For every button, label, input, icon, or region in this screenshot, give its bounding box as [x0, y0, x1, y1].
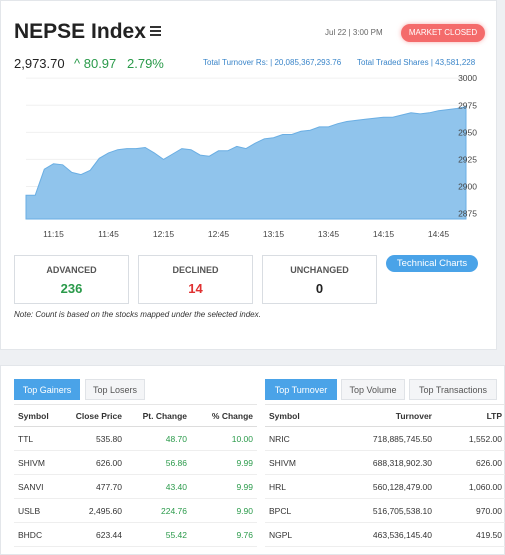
turnover-ltp: 970.00 [436, 498, 505, 523]
turnover-header-turnover: Turnover [321, 404, 436, 427]
x-tick-label: 14:45 [428, 229, 450, 239]
gainer-symbol[interactable]: TTL [14, 426, 62, 451]
top-turnover-table: Symbol Turnover LTP NRIC 718,885,745.50 1,… [265, 404, 505, 547]
up-caret-icon: ^ [74, 56, 81, 71]
table-row[interactable]: NGPL 463,536,145.40 419.50 [265, 522, 505, 547]
index-title: NEPSE Index [14, 20, 146, 43]
gainers-header-pt-change: Pt. Change [126, 404, 191, 427]
index-area [25, 106, 467, 220]
gainer-symbol[interactable]: SHIVM [14, 450, 62, 475]
table-row[interactable]: HRL 560,128,479.00 1,060.00 [265, 474, 505, 499]
declined-count: 14 [188, 281, 203, 296]
turnover-value: 516,705,538.10 [321, 498, 436, 523]
gainer-pct-change: 9.76 [191, 522, 257, 547]
gainers-header-symbol: Symbol [14, 404, 62, 427]
index-change-percent: 2.79% [127, 56, 164, 71]
x-tick-label: 13:45 [318, 229, 340, 239]
turnover-value: 463,536,145.40 [321, 522, 436, 547]
top-stocks-card: Top Gainers Top Losers Top Turnover Top … [0, 365, 505, 555]
advanced-box: ADVANCED 236 [14, 255, 129, 304]
tab-top-volume[interactable]: Top Volume [341, 379, 405, 400]
gainer-pt-change: 48.70 [126, 426, 191, 451]
gainer-pt-change: 224.76 [126, 498, 191, 523]
x-tick-label: 13:15 [263, 229, 285, 239]
turnover-ltp: 626.00 [436, 450, 505, 475]
gainer-close: 2,495.60 [62, 498, 126, 523]
advanced-label: ADVANCED [46, 265, 97, 275]
y-tick-label: 2875 [458, 209, 477, 219]
table-row[interactable]: SHIVM 626.00 56.86 9.99 [14, 450, 257, 475]
y-tick-label: 2925 [458, 154, 477, 164]
turnover-value: 560,128,479.00 [321, 474, 436, 499]
index-card: NEPSE Index Jul 22 | 3:00 PM MARKET CLOS… [0, 0, 497, 350]
table-row[interactable]: SANVI 477.70 43.40 9.99 [14, 474, 257, 499]
gainer-pt-change: 55.42 [126, 522, 191, 547]
turnover-header-symbol: Symbol [265, 404, 321, 427]
gainers-header-close-price: Close Price [62, 404, 126, 427]
turnover-ltp: 1,552.00 [436, 426, 505, 451]
unchanged-label: UNCHANGED [290, 265, 349, 275]
x-tick-label: 14:15 [373, 229, 395, 239]
table-row[interactable]: NRIC 718,885,745.50 1,552.00 [265, 426, 505, 451]
index-change-value: 80.97 [83, 56, 117, 71]
gainer-pt-change: 43.40 [126, 474, 191, 499]
gainer-symbol[interactable]: SANVI [14, 474, 62, 499]
tab-top-transactions[interactable]: Top Transactions [409, 379, 497, 400]
y-tick-label: 2975 [458, 100, 477, 110]
gainer-symbol[interactable]: BHDC [14, 522, 62, 547]
y-tick-label: 2900 [458, 182, 477, 192]
market-datetime: Jul 22 | 3:00 PM [325, 28, 383, 37]
gainer-pct-change: 9.99 [191, 450, 257, 475]
gainer-pt-change: 56.86 [126, 450, 191, 475]
y-tick-label: 2950 [458, 127, 477, 137]
index-value: 2,973.70 [14, 56, 65, 71]
turnover-symbol[interactable]: NGPL [265, 522, 321, 547]
x-tick-label: 11:15 [43, 229, 64, 239]
tab-top-losers[interactable]: Top Losers [85, 379, 145, 400]
top-gainers-table: Symbol Close Price Pt. Change % Change T… [14, 404, 257, 547]
tab-top-gainers[interactable]: Top Gainers [14, 379, 80, 400]
advanced-count: 236 [60, 281, 83, 296]
menu-icon[interactable] [150, 26, 161, 38]
x-tick-label: 11:45 [98, 229, 119, 239]
market-status-badge: MARKET CLOSED [401, 24, 485, 42]
turnover-value: 718,885,745.50 [321, 426, 436, 451]
x-tick-label: 12:15 [153, 229, 175, 239]
gainer-pct-change: 9.99 [191, 474, 257, 499]
unchanged-count: 0 [315, 281, 324, 296]
turnover-value: 688,318,902.30 [321, 450, 436, 475]
turnover-ltp: 419.50 [436, 522, 505, 547]
total-turnover: Total Turnover Rs: | 20,085,367,293.76 [203, 58, 342, 67]
gainer-pct-change: 9.90 [191, 498, 257, 523]
turnover-ltp: 1,060.00 [436, 474, 505, 499]
turnover-header-ltp: LTP [436, 404, 505, 427]
unchanged-box: UNCHANGED 0 [262, 255, 377, 304]
table-row[interactable]: SHIVM 688,318,902.30 626.00 [265, 450, 505, 475]
gainer-pct-change: 10.00 [191, 426, 257, 451]
index-chart[interactable]: 2875 2900 2925 2950 2975 3000 11:15 11:45 12:15… [1, 71, 498, 246]
declined-box: DECLINED 14 [138, 255, 253, 304]
turnover-symbol[interactable]: BPCL [265, 498, 321, 523]
turnover-symbol[interactable]: SHIVM [265, 450, 321, 475]
total-traded-shares: Total Traded Shares | 43,581,228 [357, 58, 476, 67]
gainer-close: 626.00 [62, 450, 126, 475]
gainers-header-pct-change: % Change [191, 404, 257, 427]
gainer-close: 477.70 [62, 474, 126, 499]
tab-top-turnover[interactable]: Top Turnover [265, 379, 337, 400]
technical-charts-button[interactable]: Technical Charts [386, 255, 478, 272]
table-row[interactable]: BPCL 516,705,538.10 970.00 [265, 498, 505, 523]
turnover-symbol[interactable]: NRIC [265, 426, 321, 451]
table-row[interactable]: USLB 2,495.60 224.76 9.90 [14, 498, 257, 523]
table-row[interactable]: BHDC 623.44 55.42 9.76 [14, 522, 257, 547]
y-tick-label: 3000 [458, 73, 477, 83]
index-note: Note: Count is based on the stocks mappe… [14, 310, 261, 319]
index-change: ^ 80.97 [74, 56, 116, 71]
gainer-symbol[interactable]: USLB [14, 498, 62, 523]
table-row[interactable]: TTL 535.80 48.70 10.00 [14, 426, 257, 451]
gainer-close: 623.44 [62, 522, 126, 547]
x-tick-label: 12:45 [208, 229, 230, 239]
declined-label: DECLINED [172, 265, 219, 275]
gainer-close: 535.80 [62, 426, 126, 451]
turnover-symbol[interactable]: HRL [265, 474, 321, 499]
